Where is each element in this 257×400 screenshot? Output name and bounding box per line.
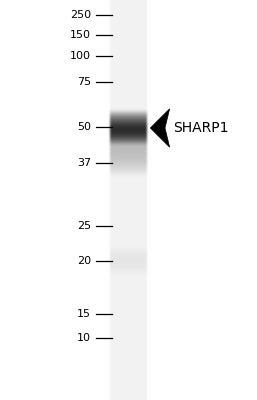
Text: SHARP1: SHARP1 xyxy=(173,121,229,135)
Text: 37: 37 xyxy=(77,158,91,168)
Text: 75: 75 xyxy=(77,77,91,87)
Polygon shape xyxy=(150,109,170,147)
Text: 100: 100 xyxy=(70,51,91,61)
Text: 20: 20 xyxy=(77,256,91,266)
Text: 250: 250 xyxy=(70,10,91,20)
Text: 10: 10 xyxy=(77,333,91,343)
Text: 150: 150 xyxy=(70,30,91,40)
Text: 25: 25 xyxy=(77,221,91,231)
Text: 15: 15 xyxy=(77,309,91,319)
Text: 50: 50 xyxy=(77,122,91,132)
